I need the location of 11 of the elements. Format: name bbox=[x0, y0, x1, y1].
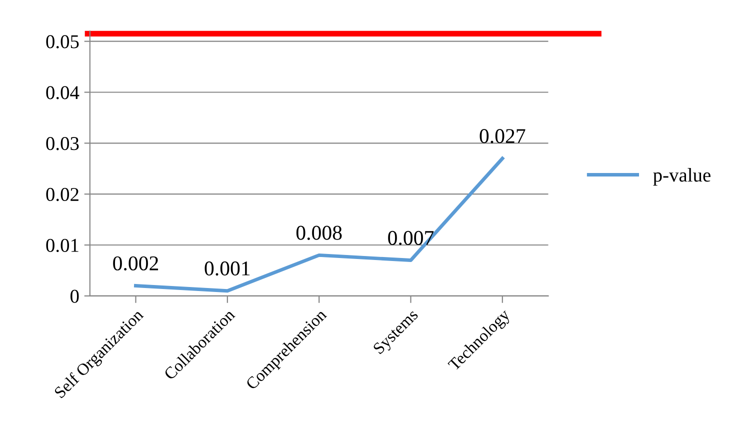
y-tick-label: 0.03 bbox=[46, 136, 79, 150]
y-tick-label: 0.01 bbox=[46, 238, 78, 252]
data-label: 0.027 bbox=[480, 129, 526, 144]
y-tick-label: 0 bbox=[70, 290, 79, 303]
legend-label: p-value bbox=[653, 168, 710, 186]
y-tick-label: 0.02 bbox=[46, 188, 78, 202]
data-label: 0.008 bbox=[296, 226, 342, 240]
data-label: 0.001 bbox=[204, 261, 250, 276]
y-tick-label: 0.05 bbox=[46, 35, 79, 48]
data-label: 0.002 bbox=[113, 256, 158, 270]
y-tick-label: 0.04 bbox=[46, 86, 80, 100]
